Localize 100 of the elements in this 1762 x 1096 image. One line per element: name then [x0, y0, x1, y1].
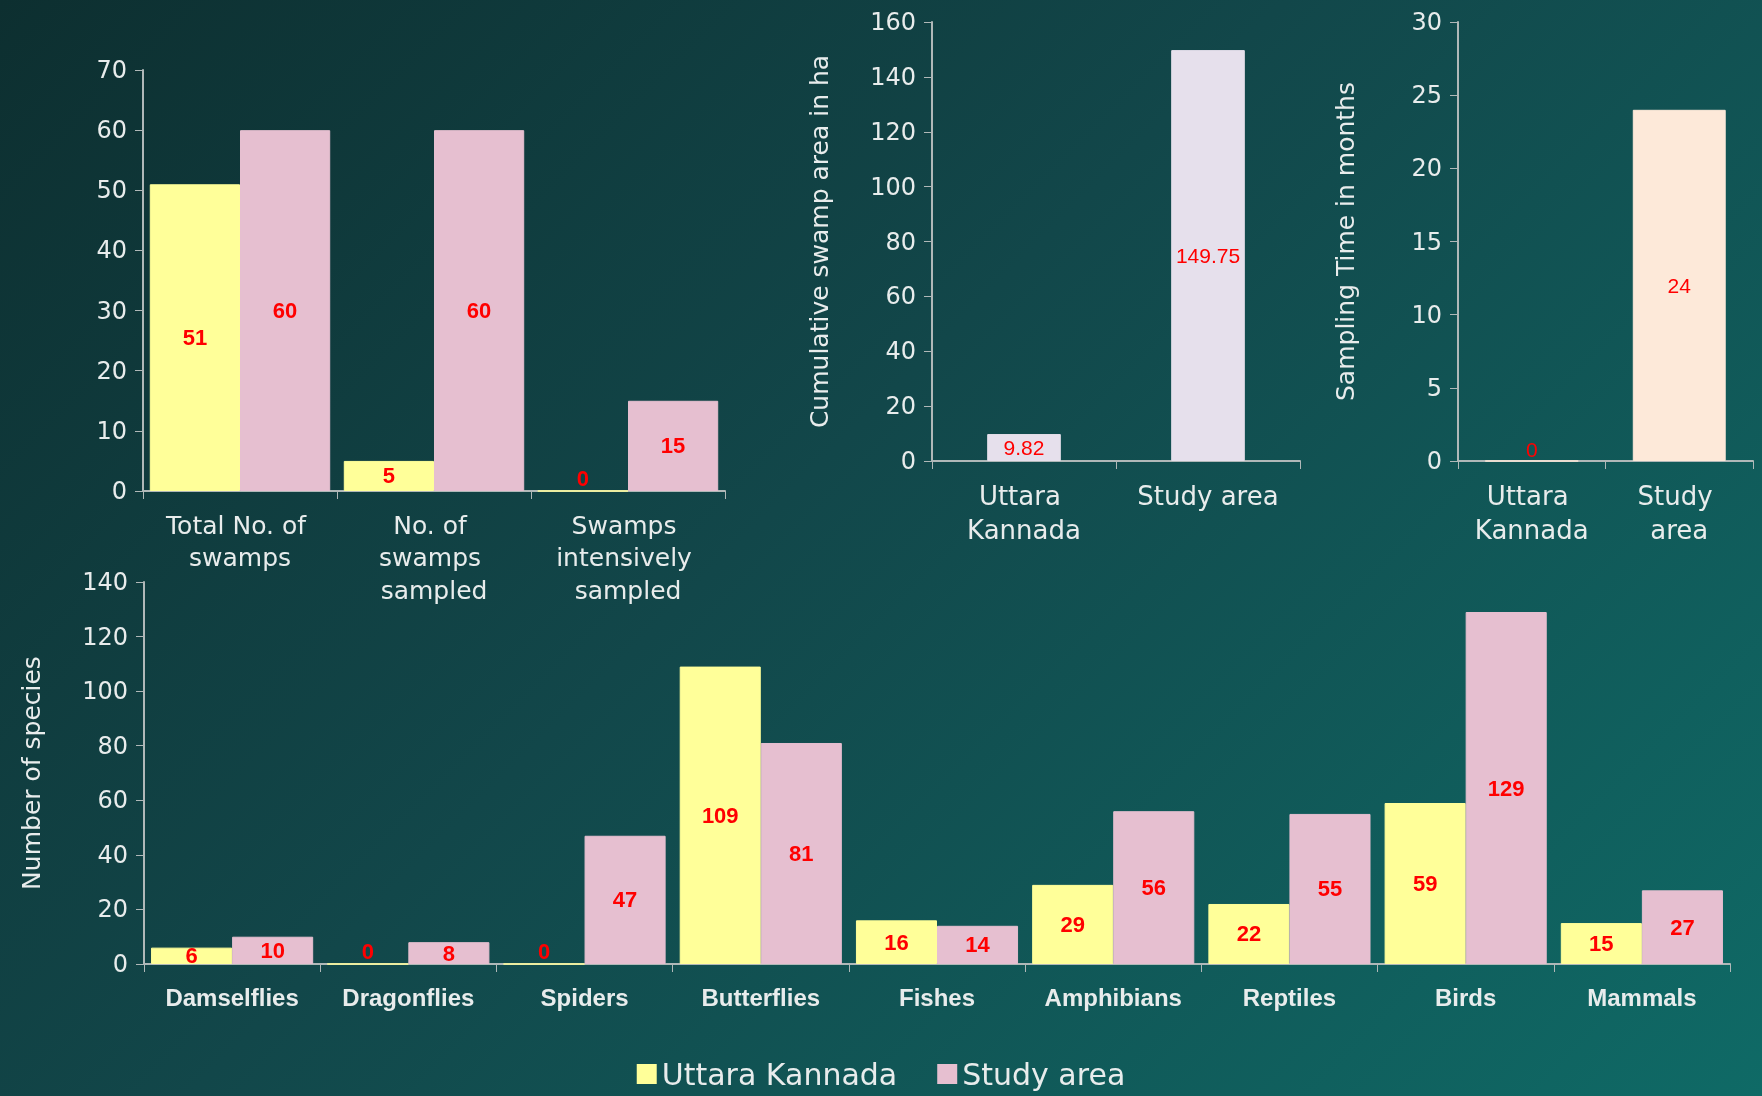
- y-tick-label: 100: [82, 677, 128, 706]
- bar: [151, 947, 233, 964]
- x-tick-label: Study area: [1637, 480, 1721, 545]
- x-tick-label: Butterflies: [701, 984, 821, 1012]
- data-label: 149.75: [1175, 244, 1241, 268]
- data-label: 29: [1060, 911, 1085, 937]
- y-tick-label: 0: [111, 477, 127, 505]
- x-tick-label: Amphibians: [1044, 984, 1182, 1012]
- x-tick-label: Uttara Kannada: [967, 480, 1081, 545]
- y-axis-title: Sampling Time in months: [1331, 82, 1360, 401]
- legend-label: Study area: [962, 1056, 1126, 1092]
- data-label: 109: [701, 802, 739, 828]
- data-label: 60: [272, 298, 298, 324]
- x-tick-label: Mammals: [1587, 984, 1697, 1012]
- data-label: 51: [182, 325, 208, 351]
- data-label: 60: [466, 298, 492, 324]
- y-tick-label: 40: [96, 236, 127, 265]
- x-tick-label: Total No. of swamps: [165, 510, 314, 573]
- bar: [760, 742, 842, 964]
- data-label: 129: [1487, 775, 1525, 801]
- y-axis-title: Number of species: [17, 656, 46, 890]
- x-tick-label: Birds: [1434, 984, 1497, 1012]
- data-label: 14: [965, 932, 991, 958]
- y-tick-label: 40: [97, 840, 128, 869]
- data-label: 8: [442, 940, 455, 966]
- bar: [1465, 612, 1547, 964]
- y-tick-label: 0: [112, 950, 128, 978]
- data-label: 15: [1589, 931, 1614, 957]
- x-tick-label: Reptiles: [1242, 984, 1337, 1012]
- y-tick-label: 160: [870, 8, 916, 36]
- x-tick-label: Swamps intensively sampled: [556, 510, 700, 605]
- data-label: 9.82: [1003, 436, 1045, 460]
- data-label: 81: [789, 840, 814, 866]
- data-label: 27: [1670, 914, 1695, 940]
- y-tick-label: 20: [96, 356, 127, 385]
- bar: [1113, 811, 1195, 964]
- data-label: 15: [660, 433, 686, 459]
- y-tick-label: 70: [96, 56, 127, 84]
- x-tick-label: No. of swamps sampled: [379, 510, 489, 605]
- bar: [434, 130, 525, 491]
- bar: [1560, 923, 1642, 964]
- y-tick-label: 30: [1411, 8, 1442, 36]
- y-tick-label: 140: [870, 62, 916, 91]
- data-label: 56: [1141, 875, 1166, 901]
- data-label: 0: [1525, 437, 1538, 461]
- bar: [628, 400, 719, 491]
- y-tick-label: 60: [885, 282, 916, 311]
- y-tick-label: 60: [97, 786, 128, 815]
- x-tick-label: Study area: [1137, 480, 1279, 511]
- data-label: 10: [260, 937, 285, 963]
- data-label: 0: [361, 939, 374, 964]
- bar: [1641, 890, 1723, 964]
- y-tick-label: 25: [1411, 81, 1442, 110]
- x-tick-label: Damselflies: [165, 984, 299, 1012]
- data-label: 0: [537, 939, 551, 964]
- y-tick-label: 40: [885, 337, 916, 366]
- bar: [1032, 884, 1114, 964]
- y-tick-label: 80: [97, 731, 128, 760]
- y-tick-label: 30: [96, 296, 127, 325]
- data-label: 24: [1667, 273, 1692, 297]
- data-label: 0: [576, 466, 590, 491]
- data-label: 59: [1412, 871, 1438, 897]
- x-tick-label: Dragonflies: [342, 984, 475, 1012]
- bar: [343, 460, 434, 491]
- y-tick-label: 80: [885, 227, 916, 256]
- bar: [1289, 813, 1371, 964]
- bar: [584, 835, 666, 964]
- y-axis-title: Cumulative swamp area in ha: [805, 54, 834, 429]
- data-label: 22: [1236, 921, 1262, 947]
- bar: [937, 925, 1019, 964]
- bar: [240, 130, 331, 491]
- y-tick-label: 20: [885, 392, 916, 421]
- y-tick-label: 100: [870, 172, 916, 201]
- bar: [149, 184, 240, 491]
- y-tick-label: 20: [97, 895, 128, 924]
- y-tick-label: 140: [82, 568, 128, 596]
- y-tick-label: 120: [82, 622, 128, 651]
- x-tick-label: Fishes: [898, 984, 976, 1012]
- bar: [1384, 803, 1466, 964]
- data-label: 6: [185, 943, 198, 969]
- y-tick-label: 5: [1426, 373, 1442, 402]
- bar: [1208, 903, 1290, 964]
- y-tick-label: 10: [96, 416, 127, 445]
- data-label: 55: [1317, 876, 1343, 902]
- data-label: 47: [612, 887, 638, 913]
- data-label: 16: [884, 929, 909, 955]
- y-tick-label: 60: [96, 116, 127, 145]
- y-tick-label: 20: [1411, 154, 1442, 183]
- y-tick-label: 0: [900, 447, 916, 475]
- y-tick-label: 10: [1411, 300, 1442, 329]
- x-tick-label: Uttara Kannada: [1474, 480, 1589, 545]
- x-tick-label: Spiders: [540, 984, 629, 1012]
- y-tick-label: 50: [96, 176, 127, 205]
- y-tick-label: 120: [870, 117, 916, 146]
- bar: [408, 942, 490, 964]
- bar: [855, 920, 937, 964]
- data-label: 5: [382, 463, 396, 489]
- y-tick-label: 0: [1426, 447, 1442, 475]
- legend-label: Uttara Kannada: [661, 1056, 898, 1092]
- bar: [679, 666, 761, 964]
